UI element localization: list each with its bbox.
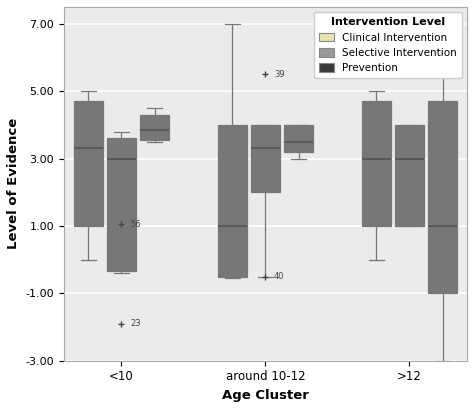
PathPatch shape (107, 138, 136, 272)
X-axis label: Age Cluster: Age Cluster (222, 389, 309, 402)
Text: 23: 23 (130, 319, 141, 328)
Text: 56: 56 (130, 220, 141, 229)
Y-axis label: Level of Evidence: Level of Evidence (7, 118, 20, 249)
Text: 40: 40 (274, 272, 284, 281)
PathPatch shape (251, 125, 280, 192)
PathPatch shape (428, 101, 457, 293)
Text: 39: 39 (274, 70, 285, 79)
PathPatch shape (284, 125, 313, 152)
PathPatch shape (218, 125, 247, 276)
Legend: Clinical Intervention, Selective Intervention, Prevention: Clinical Intervention, Selective Interve… (314, 12, 462, 78)
PathPatch shape (140, 115, 169, 140)
PathPatch shape (395, 125, 424, 226)
PathPatch shape (362, 101, 391, 226)
PathPatch shape (74, 101, 103, 226)
